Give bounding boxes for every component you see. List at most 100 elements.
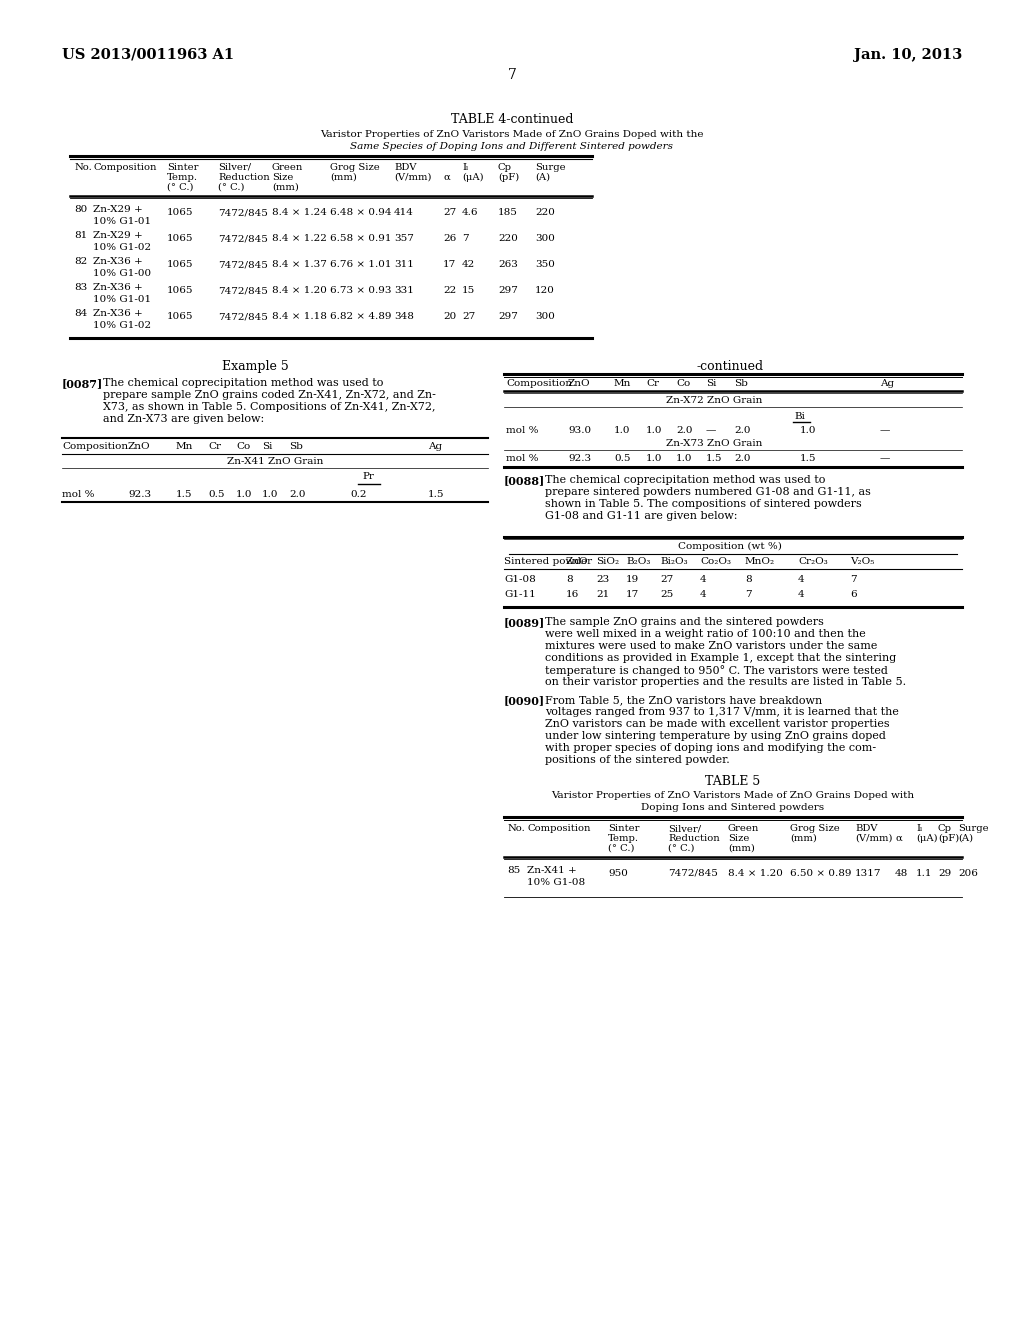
Text: 42: 42 xyxy=(462,260,475,269)
Text: 17: 17 xyxy=(443,260,457,269)
Text: 10% G1-01: 10% G1-01 xyxy=(93,294,152,304)
Text: Iₗ: Iₗ xyxy=(462,162,468,172)
Text: under low sintering temperature by using ZnO grains doped: under low sintering temperature by using… xyxy=(545,731,886,741)
Text: Doping Ions and Sintered powders: Doping Ions and Sintered powders xyxy=(641,803,824,812)
Text: 185: 185 xyxy=(498,209,518,216)
Text: Composition (wt %): Composition (wt %) xyxy=(678,543,782,552)
Text: [0087]: [0087] xyxy=(62,378,103,389)
Text: 10% G1-02: 10% G1-02 xyxy=(93,321,152,330)
Text: No.: No. xyxy=(507,824,524,833)
Text: Size: Size xyxy=(272,173,293,182)
Text: Silver/: Silver/ xyxy=(218,162,251,172)
Text: 17: 17 xyxy=(626,590,639,599)
Text: 19: 19 xyxy=(626,576,639,583)
Text: and Zn-X73 are given below:: and Zn-X73 are given below: xyxy=(103,414,264,424)
Text: Mn: Mn xyxy=(176,442,194,451)
Text: 1065: 1065 xyxy=(167,234,194,243)
Text: Zn-X41 ZnO Grain: Zn-X41 ZnO Grain xyxy=(226,457,324,466)
Text: (mm): (mm) xyxy=(790,834,817,843)
Text: 1.5: 1.5 xyxy=(706,454,723,463)
Text: 6.48 × 0.94: 6.48 × 0.94 xyxy=(330,209,391,216)
Text: ZnO varistors can be made with excellent varistor properties: ZnO varistors can be made with excellent… xyxy=(545,719,890,729)
Text: 357: 357 xyxy=(394,234,414,243)
Text: 16: 16 xyxy=(566,590,580,599)
Text: (mm): (mm) xyxy=(272,183,299,191)
Text: 27: 27 xyxy=(443,209,457,216)
Text: Cr: Cr xyxy=(208,442,221,451)
Text: 7: 7 xyxy=(462,234,469,243)
Text: Zn-X36 +: Zn-X36 + xyxy=(93,309,142,318)
Text: 2.0: 2.0 xyxy=(289,490,305,499)
Text: 4: 4 xyxy=(700,576,707,583)
Text: 6.73 × 0.93: 6.73 × 0.93 xyxy=(330,286,391,294)
Text: 7: 7 xyxy=(745,590,752,599)
Text: Temp.: Temp. xyxy=(167,173,198,182)
Text: TABLE 5: TABLE 5 xyxy=(706,775,761,788)
Text: 84: 84 xyxy=(74,309,87,318)
Text: Bi: Bi xyxy=(795,412,806,421)
Text: 10% G1-02: 10% G1-02 xyxy=(93,243,152,252)
Text: 21: 21 xyxy=(596,590,609,599)
Text: Co: Co xyxy=(676,379,690,388)
Text: α: α xyxy=(895,834,902,843)
Text: (A): (A) xyxy=(958,834,973,843)
Text: (° C.): (° C.) xyxy=(608,843,635,853)
Text: —: — xyxy=(880,426,891,436)
Text: 7472/845: 7472/845 xyxy=(218,312,268,321)
Text: 1065: 1065 xyxy=(167,209,194,216)
Text: 300: 300 xyxy=(535,234,555,243)
Text: 7472/845: 7472/845 xyxy=(668,869,718,878)
Text: (mm): (mm) xyxy=(330,173,357,182)
Text: prepare sample ZnO grains coded Zn-X41, Zn-X72, and Zn-: prepare sample ZnO grains coded Zn-X41, … xyxy=(103,389,436,400)
Text: 7: 7 xyxy=(850,576,857,583)
Text: 25: 25 xyxy=(660,590,673,599)
Text: ZnO: ZnO xyxy=(128,442,151,451)
Text: 22: 22 xyxy=(443,286,457,294)
Text: [0088]: [0088] xyxy=(504,475,545,486)
Text: 8.4 × 1.37: 8.4 × 1.37 xyxy=(272,260,327,269)
Text: 1.5: 1.5 xyxy=(176,490,193,499)
Text: 263: 263 xyxy=(498,260,518,269)
Text: Same Species of Doping Ions and Different Sintered powders: Same Species of Doping Ions and Differen… xyxy=(350,143,674,150)
Text: (mm): (mm) xyxy=(728,843,755,853)
Text: (° C.): (° C.) xyxy=(668,843,694,853)
Text: Varistor Properties of ZnO Varistors Made of ZnO Grains Doped with: Varistor Properties of ZnO Varistors Mad… xyxy=(552,791,914,800)
Text: SiO₂: SiO₂ xyxy=(596,557,620,566)
Text: 220: 220 xyxy=(535,209,555,216)
Text: 1.0: 1.0 xyxy=(800,426,816,436)
Text: 29: 29 xyxy=(938,869,951,878)
Text: 27: 27 xyxy=(462,312,475,321)
Text: Size: Size xyxy=(728,834,750,843)
Text: 7472/845: 7472/845 xyxy=(218,234,268,243)
Text: G1-08: G1-08 xyxy=(504,576,536,583)
Text: Si: Si xyxy=(706,379,717,388)
Text: 348: 348 xyxy=(394,312,414,321)
Text: temperature is changed to 950° C. The varistors were tested: temperature is changed to 950° C. The va… xyxy=(545,665,888,676)
Text: Zn-X29 +: Zn-X29 + xyxy=(93,205,142,214)
Text: 82: 82 xyxy=(74,257,87,267)
Text: Mn: Mn xyxy=(614,379,632,388)
Text: mol %: mol % xyxy=(62,490,94,499)
Text: Green: Green xyxy=(728,824,760,833)
Text: (V/mm): (V/mm) xyxy=(855,834,893,843)
Text: 10% G1-08: 10% G1-08 xyxy=(527,878,585,887)
Text: 1.1: 1.1 xyxy=(916,869,933,878)
Text: (pF): (pF) xyxy=(498,173,519,182)
Text: Pr: Pr xyxy=(362,473,374,480)
Text: 950: 950 xyxy=(608,869,628,878)
Text: Iₗ: Iₗ xyxy=(916,824,923,833)
Text: 1.0: 1.0 xyxy=(614,426,631,436)
Text: 26: 26 xyxy=(443,234,457,243)
Text: 8.4 × 1.22: 8.4 × 1.22 xyxy=(272,234,327,243)
Text: Composition: Composition xyxy=(506,379,572,388)
Text: Zn-X73 ZnO Grain: Zn-X73 ZnO Grain xyxy=(666,440,762,447)
Text: Temp.: Temp. xyxy=(608,834,639,843)
Text: Reduction: Reduction xyxy=(668,834,720,843)
Text: Reduction: Reduction xyxy=(218,173,269,182)
Text: B₂O₃: B₂O₃ xyxy=(626,557,650,566)
Text: The chemical coprecipitation method was used to: The chemical coprecipitation method was … xyxy=(103,378,383,388)
Text: 1.5: 1.5 xyxy=(800,454,816,463)
Text: 297: 297 xyxy=(498,286,518,294)
Text: 81: 81 xyxy=(74,231,87,240)
Text: 311: 311 xyxy=(394,260,414,269)
